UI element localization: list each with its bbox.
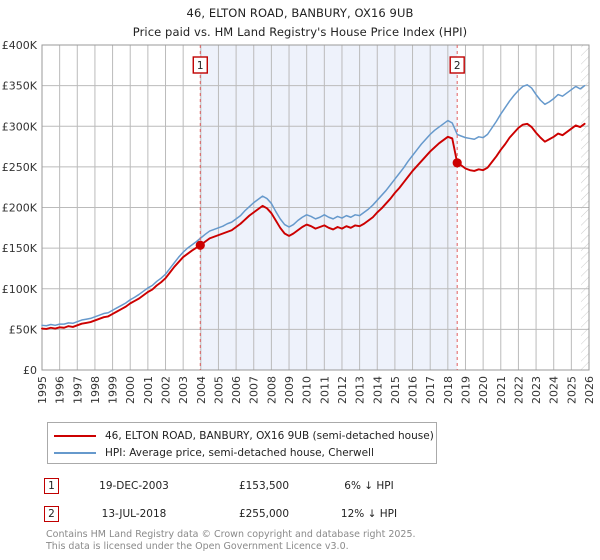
x-axis-tick-label: 1996 [54,376,67,404]
table-row: 2 13-JUL-2018 £255,000 12% ↓ HPI [44,500,464,528]
x-axis-tick-label: 2023 [530,376,543,404]
property-price-line [41,122,586,330]
sale-date-2: 13-JUL-2018 [101,508,167,520]
y-axis-tick-label: £300K [2,120,38,133]
footer-line1: Contains HM Land Registry data © Crown c… [46,529,416,540]
x-axis-tick-label: 2014 [371,376,384,404]
x-axis-tick-label: 2002 [160,376,173,404]
x-axis-tick-label: 2018 [442,376,455,404]
x-axis-tick-label: 2019 [459,376,472,404]
x-axis-tick-label: 2011 [318,376,331,404]
chart-title-line1: 46, ELTON ROAD, BANBURY, OX16 9UB [186,6,414,20]
y-axis-tick-label: £400K [2,39,38,52]
chart-titles: 46, ELTON ROAD, BANBURY, OX16 9UB Price … [0,0,600,39]
chart-plot-container: £0 £50K £100K £150K £200K £250K £300K £350K £400… [0,0,600,420]
y-axis-tick-label: £50K [9,323,38,336]
sale-hpi-delta-1: 6% ↓ HPI [344,480,394,492]
footer-attribution: Contains HM Land Registry data © Crown c… [46,529,566,553]
x-axis-tick-label: 2004 [195,376,208,404]
x-axis-tick-label: 2005 [212,376,225,404]
hpi-average-line [41,84,586,327]
legend-label-hpi: HPI: Average price, semi-detached house,… [105,446,374,459]
price-history-chart[interactable]: £0 £50K £100K £150K £200K £250K £300K £350K £400… [0,0,600,420]
x-axis-tick-label: 2016 [407,376,420,404]
y-axis-tick-label: £0 [23,364,37,377]
x-axis-tick-label: 1998 [89,376,102,404]
x-axis-tick-label: 2025 [565,376,578,404]
x-axis-tick-label: 1997 [71,376,84,404]
x-axis-tick-label: 2017 [424,376,437,404]
legend-item-hpi: HPI: Average price, semi-detached house,… [54,444,430,461]
x-axis-tick-label: 2026 [583,376,596,404]
footer-line2: This data is licensed under the Open Gov… [46,541,349,553]
x-axis-tick-label: 1999 [107,376,120,404]
x-axis-tick-label: 2022 [512,376,525,404]
legend-swatch-property [54,434,96,437]
x-axis-tick-label: 2024 [548,376,561,404]
sale-price-2: £255,000 [238,508,290,520]
x-axis-tick-label: 2010 [301,376,314,404]
x-axis-tick-label: 2012 [336,376,349,404]
sale-marker-label-2: 2 [454,60,461,72]
x-axis-tick-label: 2003 [177,376,190,404]
y-axis-tick-label: £200K [2,202,38,215]
sale-marker-box-1 [192,56,208,74]
sale-marker-box-2 [449,56,465,74]
y-axis-tick-label: £350K [2,80,38,93]
sale-marker-1[interactable]: 1 [44,478,59,494]
chart-legend: 46, ELTON ROAD, BANBURY, OX16 9UB (semi-… [47,422,437,464]
sale-point-1 [195,240,205,250]
sale-marker-2[interactable]: 2 [44,506,59,522]
x-axis-tick-label: 2008 [265,376,278,404]
x-axis-tick-label: 2000 [124,376,137,404]
x-axis-tick-label: 1995 [36,376,49,404]
x-axis-tick-label: 2007 [248,376,261,404]
sale-hpi-delta-2: 12% ↓ HPI [340,508,398,520]
x-axis-tick-label: 2009 [283,376,296,404]
legend-swatch-hpi [54,451,96,454]
x-axis-tick-label: 2021 [495,376,508,404]
sale-price-1: £153,500 [238,480,290,492]
table-row: 1 19-DEC-2003 £153,500 6% ↓ HPI [44,472,464,500]
sale-marker-label-1: 1 [197,60,204,72]
legend-label-property: 46, ELTON ROAD, BANBURY, OX16 9UB (semi-… [105,429,434,442]
y-axis-tick-label: £150K [2,242,38,255]
legend-item-property: 46, ELTON ROAD, BANBURY, OX16 9UB (semi-… [54,427,434,444]
x-axis-tick-label: 2001 [142,376,155,404]
y-axis-tick-label: £250K [2,161,38,174]
sale-date-1: 19-DEC-2003 [99,480,169,492]
sale-point-2 [452,158,462,168]
chart-title-line2: Price paid vs. HM Land Registry's House … [132,25,468,39]
y-axis-tick-label: £100K [2,283,38,296]
x-axis-tick-label: 2015 [389,376,402,404]
x-axis-tick-label: 2020 [477,376,490,404]
x-axis-tick-label: 2013 [354,376,367,404]
sales-table: 1 19-DEC-2003 £153,500 6% ↓ HPI 2 13-JUL… [44,472,464,528]
x-axis-tick-label: 2006 [230,376,243,404]
